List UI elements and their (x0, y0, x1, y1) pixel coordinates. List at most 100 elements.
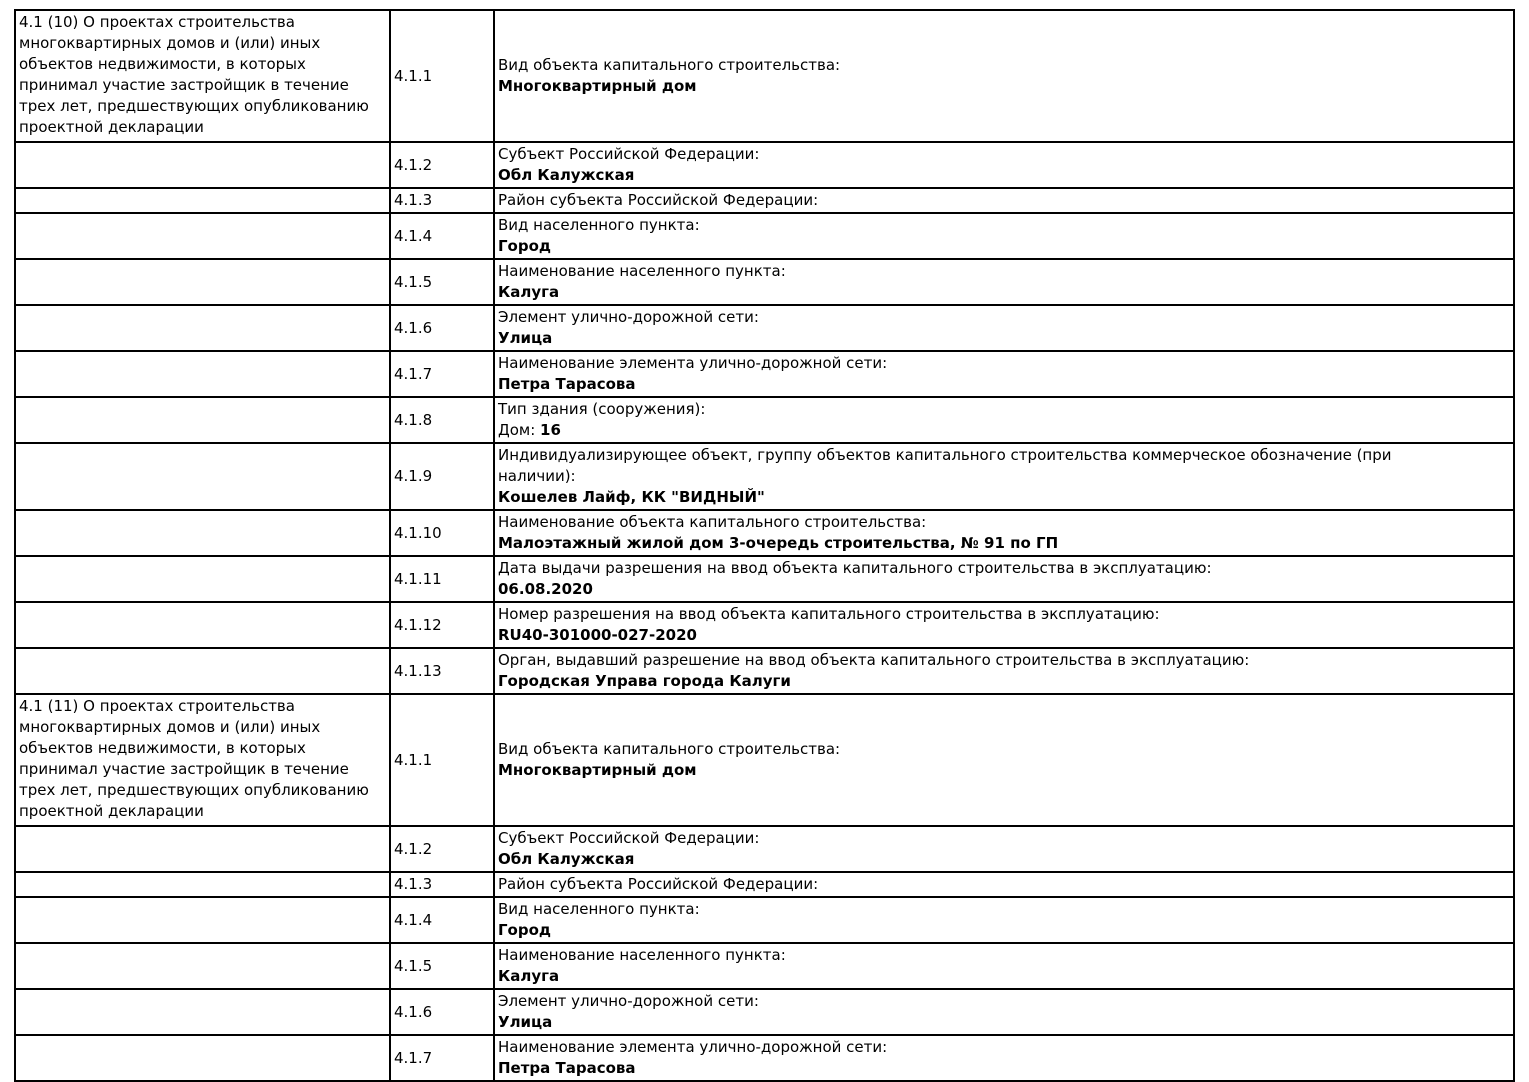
table-row: 4.1.5 Наименование населенного пункта: К… (14, 942, 1515, 990)
field-label: Номер разрешения на ввод объекта капитал… (498, 605, 1160, 623)
field-cell: Субъект Российской Федерации: Обл Калужс… (493, 825, 1515, 873)
section-description-cell (14, 555, 391, 603)
row-number-cell: 4.1.7 (389, 350, 495, 398)
row-number-cell: 4.1.8 (389, 396, 495, 444)
field-value-text: Калуга (498, 283, 560, 301)
row-number: 4.1.5 (394, 272, 433, 291)
row-number: 4.1.10 (394, 523, 442, 542)
table-row: 4.1.6 Элемент улично-дорожной сети: Улиц… (14, 988, 1515, 1036)
field-label: Наименование объекта капитального строит… (498, 513, 927, 531)
field-value-text: Петра Тарасова (498, 375, 636, 393)
field-value-text: Улица (498, 329, 553, 347)
row-number: 4.1.3 (394, 191, 433, 209)
row-number: 4.1.7 (394, 1048, 433, 1067)
table-row: 4.1.3 Район субъекта Российской Федераци… (14, 187, 1515, 214)
row-number-cell: 4.1.12 (389, 601, 495, 649)
field-label: Субъект Российской Федерации: (498, 829, 760, 847)
field-value: Обл Калужская (498, 849, 1488, 870)
field-label: Вид объекта капитального строительства: (498, 56, 841, 74)
row-number: 4.1.11 (394, 569, 442, 588)
field-cell: Наименование населенного пункта: Калуга (493, 258, 1515, 306)
field-value: Улица (498, 328, 1488, 349)
field-value: Калуга (498, 966, 1488, 987)
field-value-text: Городская Управа города Калуги (498, 672, 791, 690)
field-label: Наименование элемента улично-дорожной се… (498, 354, 888, 372)
field-value-text: Кошелев Лайф, КК "ВИДНЫЙ" (498, 488, 765, 506)
field-label: Тип здания (сооружения): (498, 400, 706, 418)
section-description-cell: 4.1 (10) О проектах строительства многок… (14, 9, 391, 143)
section-description-cell (14, 825, 391, 873)
section-description-cell (14, 258, 391, 306)
field-value: Петра Тарасова (498, 374, 1488, 395)
field-cell: Вид объекта капитального строительства: … (493, 693, 1515, 827)
table-row: 4.1.7 Наименование элемента улично-дорож… (14, 1034, 1515, 1082)
field-cell: Номер разрешения на ввод объекта капитал… (493, 601, 1515, 649)
field-cell: Наименование объекта капитального строит… (493, 509, 1515, 557)
table-row: 4.1 (10) О проектах строительства многок… (14, 9, 1515, 143)
field-label: Район субъекта Российской Федерации: (498, 191, 819, 209)
field-label: Наименование элемента улично-дорожной се… (498, 1038, 888, 1056)
field-value-text: Обл Калужская (498, 166, 635, 184)
field-value: Городская Управа города Калуги (498, 671, 1488, 692)
table-row: 4.1.6 Элемент улично-дорожной сети: Улиц… (14, 304, 1515, 352)
row-number-cell: 4.1.1 (389, 9, 495, 143)
field-value-text: Многоквартирный дом (498, 761, 697, 779)
row-number-cell: 4.1.3 (389, 187, 495, 214)
row-number-cell: 4.1.6 (389, 304, 495, 352)
row-number-cell: 4.1.5 (389, 258, 495, 306)
table-row: 4.1.2 Субъект Российской Федерации: Обл … (14, 141, 1515, 189)
row-number-cell: 4.1.4 (389, 896, 495, 944)
field-cell: Элемент улично-дорожной сети: Улица (493, 988, 1515, 1036)
table-row: 4.1.2 Субъект Российской Федерации: Обл … (14, 825, 1515, 873)
row-number-cell: 4.1.10 (389, 509, 495, 557)
field-value-text: Город (498, 237, 552, 255)
row-number: 4.1.5 (394, 956, 433, 975)
field-value: Малоэтажный жилой дом 3-очередь строител… (498, 533, 1488, 554)
field-cell: Элемент улично-дорожной сети: Улица (493, 304, 1515, 352)
field-label: Орган, выдавший разрешение на ввод объек… (498, 651, 1250, 669)
field-value-text: Малоэтажный жилой дом 3-очередь строител… (498, 534, 1059, 552)
field-value-text: Петра Тарасова (498, 1059, 636, 1077)
section-description-cell (14, 396, 391, 444)
field-cell: Субъект Российской Федерации: Обл Калужс… (493, 141, 1515, 189)
table-row: 4.1.12 Номер разрешения на ввод объекта … (14, 601, 1515, 649)
table-row: 4.1.11 Дата выдачи разрешения на ввод об… (14, 555, 1515, 603)
row-number-cell: 4.1.3 (389, 871, 495, 898)
section-description-cell (14, 304, 391, 352)
field-label: Вид населенного пункта: (498, 900, 700, 918)
field-label: Дата выдачи разрешения на ввод объекта к… (498, 559, 1212, 577)
field-label: Наименование населенного пункта: (498, 262, 786, 280)
section-description-cell (14, 141, 391, 189)
row-number-cell: 4.1.11 (389, 555, 495, 603)
section-description: 4.1 (10) О проектах строительства многок… (19, 13, 369, 136)
field-value-text: RU40-301000-027-2020 (498, 626, 697, 644)
table-row: 4.1.9 Индивидуализирующее объект, группу… (14, 442, 1515, 511)
row-number: 4.1.4 (394, 226, 433, 245)
field-value-text: Многоквартирный дом (498, 77, 697, 95)
field-cell: Наименование населенного пункта: Калуга (493, 942, 1515, 990)
row-number: 4.1.1 (394, 750, 433, 769)
field-value: Улица (498, 1012, 1488, 1033)
field-label: Элемент улично-дорожной сети: (498, 308, 759, 326)
table-row: 4.1.8 Тип здания (сооружения): Дом: 16 (14, 396, 1515, 444)
field-value-text: 06.08.2020 (498, 580, 593, 598)
section-description: 4.1 (11) О проектах строительства многок… (19, 697, 369, 820)
field-value-text: Обл Калужская (498, 850, 635, 868)
row-number: 4.1.7 (394, 364, 433, 383)
section-description-cell (14, 647, 391, 695)
row-number: 4.1.4 (394, 910, 433, 929)
section-description-cell: 4.1 (11) О проектах строительства многок… (14, 693, 391, 827)
field-value: Многоквартирный дом (498, 760, 1488, 781)
table-row: 4.1.4 Вид населенного пункта: Город (14, 896, 1515, 944)
row-number: 4.1.12 (394, 615, 442, 634)
section-description-cell (14, 187, 391, 214)
section-description-cell (14, 942, 391, 990)
field-value: Многоквартирный дом (498, 76, 1488, 97)
field-cell: Наименование элемента улично-дорожной се… (493, 1034, 1515, 1082)
section-description-cell (14, 896, 391, 944)
field-value-text: Калуга (498, 967, 560, 985)
field-value: Обл Калужская (498, 165, 1488, 186)
field-cell: Район субъекта Российской Федерации: (493, 187, 1515, 214)
row-number: 4.1.1 (394, 66, 433, 85)
